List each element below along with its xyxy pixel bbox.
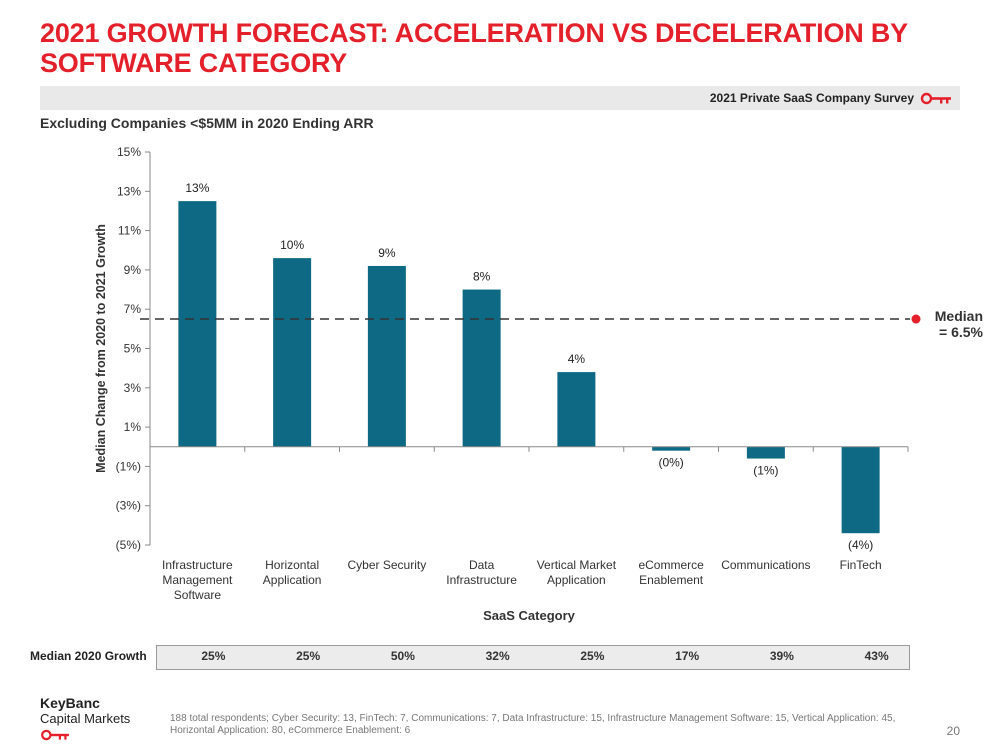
chart-subtitle: Excluding Companies <$5MM in 2020 Ending… [40,115,374,131]
logo-key-icon [41,729,69,741]
median-marker [911,314,921,324]
logo-subtitle: Capital Markets [40,711,131,726]
y-axis-title: Median Change from 2020 to 2021 Growth [94,224,108,473]
logo-brand: KeyBanc [40,695,100,711]
category-label: Management [162,573,233,587]
y-tick-label: 13% [117,184,141,198]
page-title: 2021 GROWTH FORECAST: ACCELERATION VS DE… [40,18,908,78]
growth-value: 25% [201,649,226,663]
growth-row-label: Median 2020 Growth [30,649,147,663]
category-label: Enablement [639,573,704,587]
y-tick-label: 5% [124,342,142,356]
median-value-label: = 6.5% [939,324,984,340]
category-label: Cyber Security [348,558,427,572]
category-label: Application [263,573,322,587]
y-tick-label: 9% [124,263,142,277]
y-tick-label: (5%) [116,538,141,552]
bar-chart: 15% 13% 11% 9% 7% 5% 3% 1% (1%) (3%) (5%) Median Ch… [94,145,984,623]
x-axis-title: SaaS Category [483,608,576,623]
bar [178,201,217,447]
data-label: 9% [378,246,396,260]
y-tick-label: 7% [124,302,142,316]
data-label: 8% [473,270,491,284]
data-label: (0%) [658,456,683,470]
bar [841,446,880,534]
data-label: 4% [568,352,586,366]
data-label: (4%) [848,538,873,552]
growth-value: 25% [580,649,605,663]
data-label: (1%) [753,464,778,478]
growth-value: 25% [296,649,321,663]
category-label: eCommerce [638,558,704,572]
growth-value: 32% [485,649,510,663]
category-label: Horizontal [265,558,319,572]
footnote: 188 total respondents; Cyber Security: 1… [170,713,896,736]
y-tick-label: 15% [117,145,141,159]
survey-label: 2021 Private SaaS Company Survey [709,91,914,105]
category-label: Data [469,558,495,572]
category-label: FinTech [840,558,882,572]
bar [462,289,501,447]
category-label: Communications [721,558,810,572]
growth-row-box [156,645,910,670]
category-label: Application [547,573,606,587]
bar [557,372,596,447]
y-tick-label: (1%) [116,459,141,473]
y-tick-label: 3% [124,381,142,395]
bar [367,265,406,447]
growth-value: 39% [769,649,794,663]
data-label: 10% [280,238,304,252]
growth-value: 17% [675,649,700,663]
category-label: Vertical Market [537,558,617,572]
survey-banner: 2021 Private SaaS Company Survey [40,86,960,110]
y-tick-label: (3%) [116,499,141,513]
y-tick-label: 11% [118,224,141,238]
bar [273,258,312,447]
category-label: Infrastructure [446,573,517,587]
y-tick-label: 1% [124,420,142,434]
bar [746,446,785,459]
growth-value: 50% [390,649,415,663]
data-label: 13% [185,181,209,195]
median-label: Median [935,308,983,324]
bar [652,446,691,451]
page-number: 20 [946,724,960,738]
key-icon [920,92,951,105]
category-label: Infrastructure [162,558,233,572]
growth-value: 43% [864,649,889,663]
category-label: Software [174,588,222,602]
